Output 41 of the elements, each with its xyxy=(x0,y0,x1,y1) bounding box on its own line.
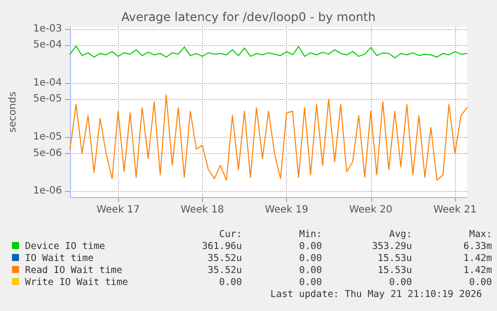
text: 35.52u xyxy=(206,265,242,277)
text: 353.29u xyxy=(370,241,412,253)
legend-label: Read IO Wait time xyxy=(24,265,124,277)
y-tick-label: 1e-06 xyxy=(33,186,62,197)
text: 0.00 xyxy=(298,265,322,277)
text: 0.00 xyxy=(298,277,322,289)
text: Last update: Thu May 21 21:10:19 2026 xyxy=(269,289,483,300)
text: Avg: xyxy=(388,229,412,241)
text: 1.42m xyxy=(462,253,492,265)
text: 6.33m xyxy=(462,241,492,253)
chart-title: Average latency for /dev/loop0 - by month xyxy=(121,10,376,24)
text: 15.53u xyxy=(376,253,412,265)
x-tick-label: Week 17 xyxy=(96,204,140,216)
x-tick-label: Week 18 xyxy=(180,204,224,216)
line-series xyxy=(70,46,468,58)
text: 0.00 xyxy=(298,253,322,265)
legend-label: Write IO Wait time xyxy=(24,277,129,289)
y-tick-label: 5e-06 xyxy=(33,148,62,159)
text: 0.00 xyxy=(218,277,242,289)
text: 361.96u xyxy=(200,241,242,253)
text: 35.52u xyxy=(206,253,242,265)
text: 15.53u xyxy=(376,265,412,277)
line-series xyxy=(70,94,468,181)
x-tick-label: Week 21 xyxy=(433,204,477,216)
x-tick-label: Week 19 xyxy=(264,204,308,216)
y-tick-label: 5e-05 xyxy=(33,94,62,105)
y-tick-label: 5e-04 xyxy=(33,40,62,51)
text: 0.00 xyxy=(388,277,412,289)
text: Max: xyxy=(468,229,492,241)
x-tick-label: Week 20 xyxy=(349,204,392,216)
text: 0.00 xyxy=(298,241,322,253)
text: 1.42m xyxy=(462,265,492,277)
legend-label: IO Wait time xyxy=(24,253,95,265)
text: Min: xyxy=(298,229,322,241)
legend-label: Device IO time xyxy=(24,241,106,253)
y-tick-label: 1e-03 xyxy=(33,23,62,34)
text: 0.00 xyxy=(468,277,492,289)
text: Cur: xyxy=(218,229,242,241)
y-axis-title: seconds xyxy=(8,92,18,132)
y-tick-label: 1e-05 xyxy=(33,132,62,143)
y-tick-label: 1e-04 xyxy=(33,77,62,88)
